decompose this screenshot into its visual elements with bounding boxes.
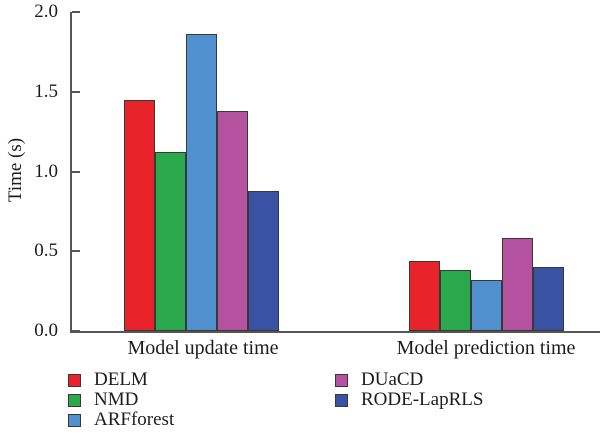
y-axis-tick-label-0.0: 0.0	[34, 320, 58, 341]
y-axis-tick-2.0	[72, 11, 80, 13]
bar-delm-model-prediction-time	[409, 260, 440, 331]
bar-duacd-model-prediction-time	[502, 238, 533, 331]
legend-swatch-nmd	[68, 393, 81, 407]
bar-nmd-model-prediction-time	[440, 270, 471, 331]
bar-rode-laprls-model-update-time	[248, 190, 279, 331]
y-axis-tick-label-0.5: 0.5	[34, 240, 58, 262]
y-axis-tick-label-1.0: 1.0	[34, 160, 58, 182]
legend-label-rode-laprls: RODE-LapRLS	[361, 389, 484, 410]
legend-swatch-delm	[68, 373, 81, 387]
bar-nmd-model-update-time	[155, 152, 186, 331]
legend-item-duacd: DUaCD	[335, 369, 424, 390]
legend-label-delm: DELM	[94, 369, 148, 390]
legend-item-rode-laprls: RODE-LapRLS	[335, 389, 484, 410]
legend-swatch-arfforest	[68, 413, 81, 427]
y-axis-tick-1.0	[72, 170, 80, 173]
plot-area: 0.0 0.5 1.0 1.5 2.0	[34, 2, 600, 341]
legend-label-nmd: NMD	[94, 389, 139, 410]
y-axis-tick-1.5	[72, 90, 80, 93]
bar-arfforest-model-prediction-time	[471, 279, 502, 331]
legend-item-nmd: NMD	[68, 389, 139, 410]
legend-label-duacd: DUaCD	[361, 369, 424, 390]
legend-label-arfforest: ARFforest	[94, 409, 175, 430]
bar-arfforest-model-update-time	[186, 34, 217, 331]
bar-rode-laprls-model-prediction-time	[533, 267, 564, 331]
y-axis-tick-label-1.5: 1.5	[34, 80, 58, 102]
y-axis-tick-0.5	[72, 250, 80, 253]
legend-item-arfforest: ARFforest	[68, 409, 175, 430]
bar-delm-model-update-time	[124, 99, 155, 331]
x-category-label-update: Model update time	[127, 337, 279, 359]
x-category-label-prediction: Model prediction time	[396, 337, 576, 359]
legend-swatch-rode-laprls	[335, 393, 348, 407]
legend-swatch-duacd	[335, 373, 348, 387]
y-axis-tick-label-2.0: 2.0	[34, 1, 58, 22]
legend-item-delm: DELM	[68, 369, 148, 390]
y-axis-tick-0.0	[72, 330, 80, 332]
bar-duacd-model-update-time	[217, 110, 248, 331]
